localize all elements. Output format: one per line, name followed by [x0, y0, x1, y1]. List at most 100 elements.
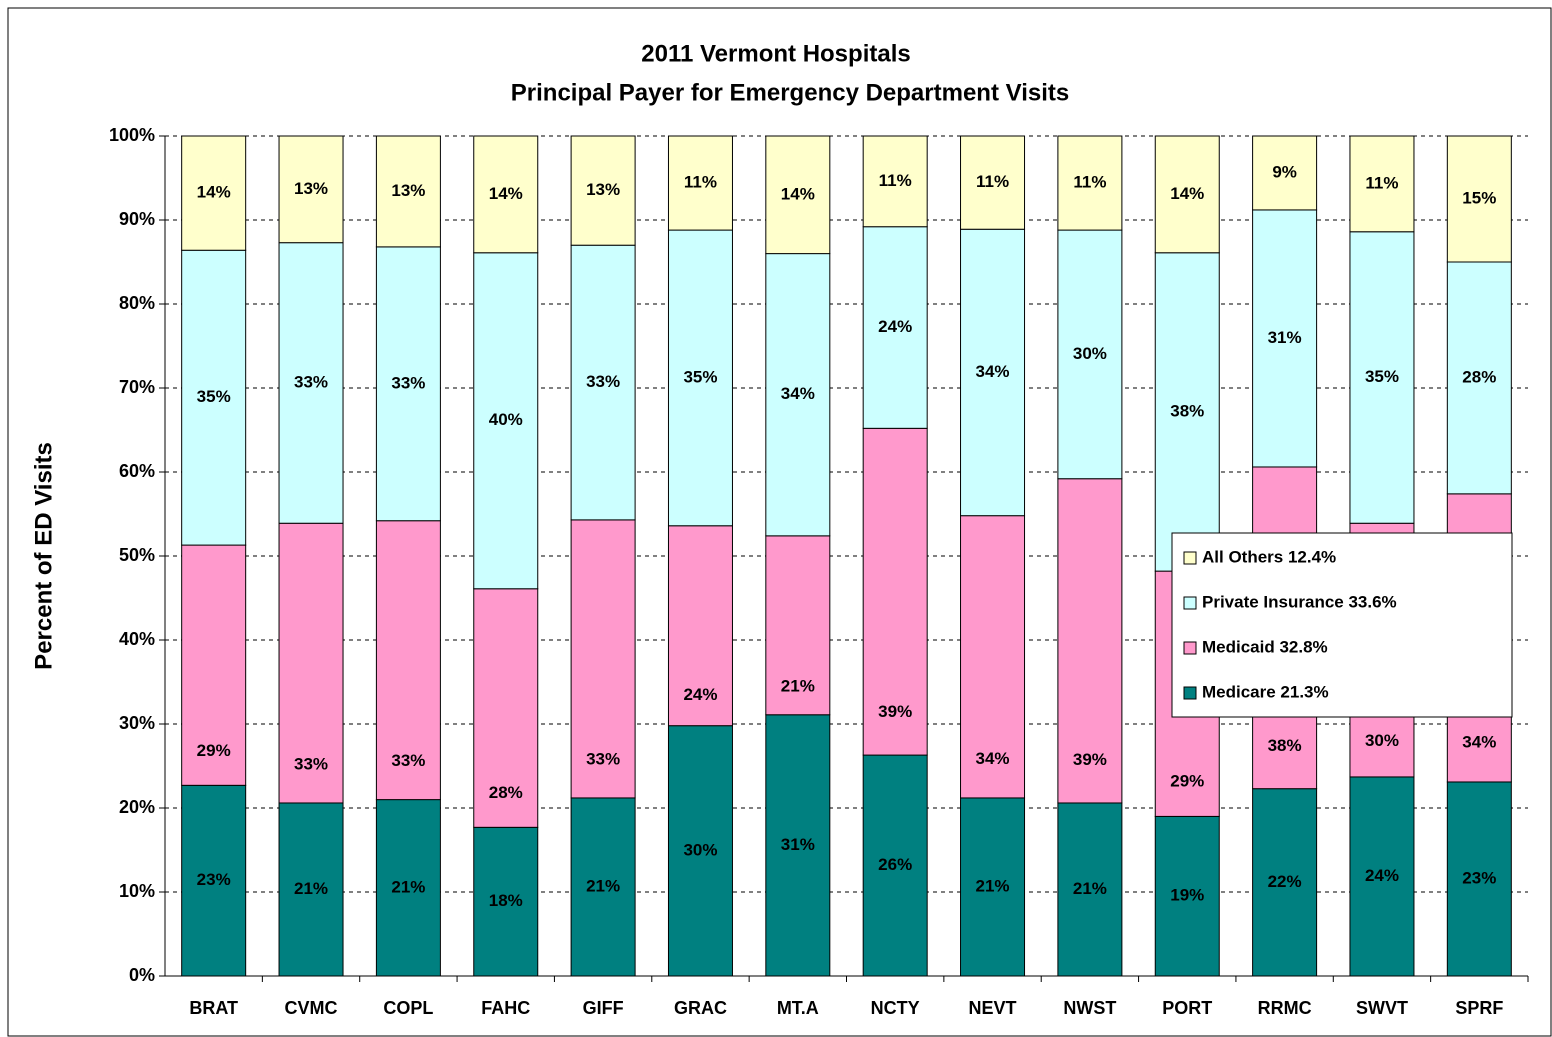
data-label: 24% — [878, 317, 912, 336]
bar-segment — [1446, 135, 1512, 263]
legend-label: Medicaid 32.8% — [1202, 637, 1328, 656]
data-label: 21% — [586, 876, 620, 895]
bar-segment — [1446, 781, 1512, 977]
bar-segment — [1446, 261, 1512, 495]
data-label: 34% — [1462, 733, 1496, 752]
data-label: 30% — [683, 840, 717, 859]
bar-segment — [667, 135, 733, 231]
bar-segment — [375, 799, 441, 977]
bar-segment — [181, 249, 247, 546]
bar-segment — [181, 784, 247, 977]
legend-swatch — [1183, 551, 1197, 565]
data-label: 34% — [976, 749, 1010, 768]
data-label: 13% — [391, 181, 425, 200]
data-label: 28% — [1462, 367, 1496, 386]
data-label: 33% — [294, 372, 328, 391]
x-tick-label: FAHC — [481, 998, 530, 1018]
bar-segment — [765, 135, 831, 255]
bar-segment — [278, 135, 344, 244]
bar-segment — [278, 242, 344, 524]
x-tick-label: CVMC — [285, 998, 338, 1018]
bar-segment — [1154, 252, 1220, 572]
data-label: 29% — [197, 741, 231, 760]
data-label: 33% — [294, 754, 328, 773]
bar-segment — [667, 229, 733, 527]
data-label: 21% — [976, 876, 1010, 895]
x-tick-label: NWST — [1063, 998, 1116, 1018]
legend-swatch — [1183, 641, 1197, 655]
data-label: 35% — [683, 367, 717, 386]
x-tick-label: RRMC — [1258, 998, 1312, 1018]
bar-segment — [570, 244, 636, 521]
data-label: 39% — [1073, 750, 1107, 769]
bar-segment — [1252, 135, 1318, 211]
legend-swatch — [1183, 686, 1197, 700]
bar-segment — [181, 544, 247, 786]
data-label: 14% — [489, 184, 523, 203]
data-label: 33% — [391, 373, 425, 392]
bar-segment — [1252, 788, 1318, 977]
bar-segment — [278, 802, 344, 977]
y-tick-label: 70% — [119, 377, 155, 397]
data-label: 35% — [1365, 367, 1399, 386]
data-label: 35% — [197, 387, 231, 406]
legend-box — [1171, 532, 1513, 718]
legend-label: Medicare 21.3% — [1202, 682, 1329, 701]
chart-subtitle: Principal Payer for Emergency Department… — [511, 79, 1069, 106]
y-axis-label: Percent of ED Visits — [30, 442, 57, 670]
y-tick-label: 10% — [119, 881, 155, 901]
y-tick-label: 40% — [119, 629, 155, 649]
bar-segment — [862, 754, 928, 977]
y-tick-label: 90% — [119, 209, 155, 229]
data-label: 21% — [391, 877, 425, 896]
data-label: 14% — [197, 183, 231, 202]
data-label: 22% — [1268, 872, 1302, 891]
bar-segment — [375, 246, 441, 522]
data-label: 14% — [1170, 184, 1204, 203]
x-tick-label: MT.A — [777, 998, 819, 1018]
data-label: 24% — [1365, 866, 1399, 885]
bar-segment — [570, 797, 636, 977]
data-label: 13% — [294, 179, 328, 198]
y-tick-label: 60% — [119, 461, 155, 481]
data-label: 21% — [294, 879, 328, 898]
x-tick-label: GIFF — [583, 998, 624, 1018]
legend-swatch — [1183, 596, 1197, 610]
bar-segment — [181, 135, 247, 251]
bar-segment — [1349, 231, 1415, 524]
data-label: 11% — [1365, 173, 1398, 192]
data-label: 34% — [976, 362, 1010, 381]
bar-segment — [960, 228, 1026, 517]
data-label: 13% — [586, 180, 620, 199]
legend-label: Private Insurance 33.6% — [1202, 592, 1397, 611]
chart-title: 2011 Vermont Hospitals — [641, 40, 910, 67]
y-tick-label: 50% — [119, 545, 155, 565]
bar-segment — [1349, 776, 1415, 977]
bar-segment — [570, 135, 636, 246]
bar-segment — [960, 797, 1026, 977]
bar-segment — [862, 135, 928, 228]
bar-segment — [1154, 815, 1220, 977]
y-tick-label: 0% — [129, 965, 155, 985]
bar-segment — [862, 427, 928, 756]
data-label: 18% — [489, 891, 523, 910]
data-label: 11% — [879, 171, 912, 190]
data-label: 11% — [684, 173, 717, 192]
data-label: 39% — [878, 702, 912, 721]
bar-segment — [862, 226, 928, 429]
x-tick-label: SPRF — [1455, 998, 1503, 1018]
x-tick-label: BRAT — [189, 998, 238, 1018]
bar-segment — [667, 525, 733, 727]
data-label: 31% — [1268, 328, 1302, 347]
y-tick-label: 20% — [119, 797, 155, 817]
data-label: 9% — [1272, 162, 1297, 181]
data-label: 38% — [1170, 401, 1204, 420]
data-label: 29% — [1170, 771, 1204, 790]
data-label: 15% — [1462, 188, 1496, 207]
x-tick-label: NCTY — [871, 998, 920, 1018]
x-tick-label: COPL — [383, 998, 433, 1018]
data-label: 30% — [1073, 344, 1107, 363]
data-label: 21% — [781, 676, 815, 695]
bar-segment — [667, 725, 733, 977]
